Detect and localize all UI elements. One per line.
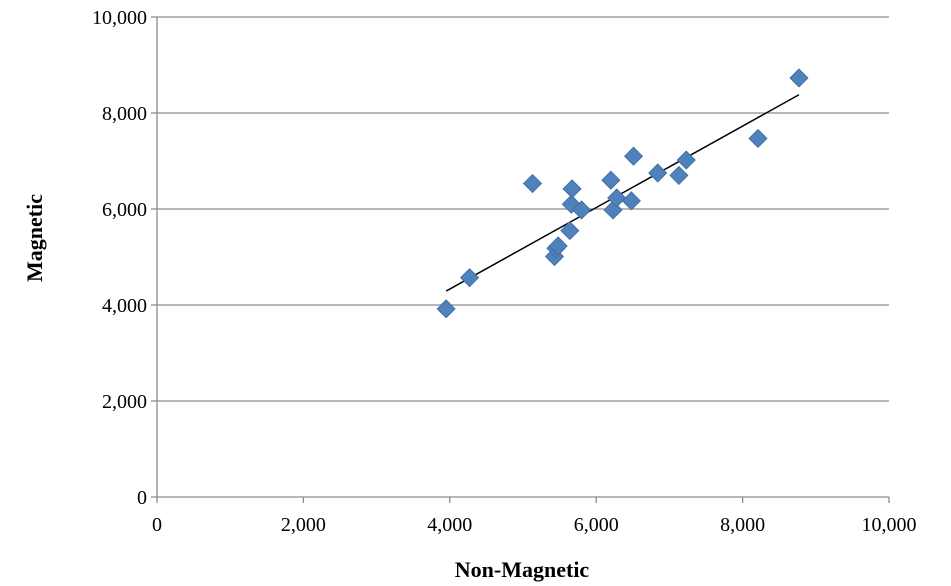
data-point bbox=[623, 146, 644, 166]
x-tick-label: 2,000 bbox=[281, 514, 326, 536]
x-tick-label: 0 bbox=[152, 514, 162, 536]
data-point bbox=[648, 163, 668, 183]
data-point bbox=[459, 268, 480, 288]
trendline bbox=[445, 94, 800, 292]
y-tick-label: 2,000 bbox=[102, 391, 147, 413]
x-tick-label: 6,000 bbox=[574, 514, 619, 536]
data-point bbox=[562, 179, 582, 199]
data-point bbox=[748, 128, 768, 149]
data-point bbox=[621, 191, 641, 211]
y-tick-labels: 0 2,000 4,000 6,000 8,000 10,000 bbox=[92, 7, 147, 509]
x-tick-labels: 0 2,000 4,000 6,000 8,000 10,000 bbox=[152, 514, 917, 536]
data-point bbox=[676, 150, 696, 170]
data-point bbox=[669, 165, 689, 185]
data-point bbox=[571, 200, 592, 220]
data-points bbox=[436, 68, 809, 319]
y-tick-label: 8,000 bbox=[102, 103, 147, 125]
x-tick-label: 10,000 bbox=[862, 514, 917, 536]
data-point bbox=[522, 173, 543, 194]
y-tick-label: 10,000 bbox=[92, 7, 147, 29]
trendline-layer bbox=[445, 94, 800, 292]
gridlines bbox=[157, 16, 889, 402]
data-point bbox=[789, 68, 809, 88]
data-point bbox=[601, 170, 621, 190]
y-tick-label: 6,000 bbox=[102, 199, 147, 221]
data-point bbox=[436, 299, 456, 319]
data-point bbox=[548, 236, 568, 256]
y-tick-label: 0 bbox=[137, 487, 147, 509]
data-point bbox=[607, 188, 627, 208]
y-axis-title: Magnetic bbox=[22, 194, 47, 282]
x-tick-label: 4,000 bbox=[427, 514, 472, 536]
axes bbox=[151, 16, 890, 503]
data-point bbox=[560, 221, 580, 241]
x-axis-title: Non-Magnetic bbox=[455, 557, 590, 582]
x-tick-label: 8,000 bbox=[720, 514, 765, 536]
y-tick-label: 4,000 bbox=[102, 295, 147, 317]
